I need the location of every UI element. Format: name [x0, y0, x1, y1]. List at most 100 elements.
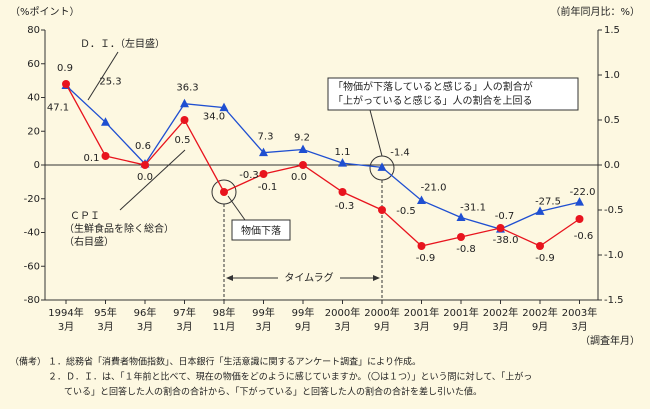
marker: [62, 80, 70, 88]
value-label: 0.5: [175, 135, 191, 146]
value-label: 1.1: [335, 147, 351, 158]
value-label: -21.0: [421, 182, 447, 193]
note: ている」と回答した人の割合の合計から、「下がっている」と回答した人の割合の合計を…: [64, 386, 482, 398]
marker: [219, 102, 229, 112]
marker: [338, 158, 347, 167]
value-label: 34.0: [203, 112, 225, 123]
value-label: -0.8: [456, 244, 476, 255]
marker: [417, 242, 426, 250]
value-label: 0.6: [135, 141, 151, 152]
value-label: 0.0: [137, 172, 153, 183]
leader-line: [119, 149, 186, 211]
marker: [417, 195, 426, 204]
marker: [180, 116, 189, 124]
x-tick-label: 2000年: [364, 306, 399, 319]
note: ２．Ｄ．Ｉ．は、「１年前と比べて、現在の物価をどのように感じていますか。（〇は１…: [48, 371, 532, 383]
x-tick-label: 3月: [58, 321, 74, 333]
y2-tick-label: 1.5: [604, 25, 620, 36]
value-label: -0.1: [258, 182, 278, 193]
y-tick-label: 0: [34, 160, 40, 171]
marker: [259, 170, 268, 178]
x-tick-label: 99年: [292, 306, 315, 319]
value-label: 0.1: [84, 153, 100, 164]
note: （備考）: [10, 356, 46, 368]
annotation: 「物価が下落していると感じる」人の割合が: [333, 80, 533, 93]
x-tick-label: 9月: [295, 321, 311, 333]
annotation: タイムラグ: [284, 271, 333, 284]
x-tick-label: 3月: [492, 321, 508, 333]
y2-tick-label: 1.0: [604, 70, 620, 81]
y-tick-label: -20: [24, 194, 40, 205]
value-label: -0.6: [574, 231, 594, 242]
label-bg: [278, 270, 340, 286]
value-label: -0.9: [535, 253, 555, 264]
value-label: -0.3: [239, 170, 259, 181]
marker: [575, 197, 584, 206]
x-tick-label: 2000年: [325, 306, 360, 319]
x-tick-label: 9月: [374, 321, 390, 333]
x-tick-label: 2002年: [483, 306, 518, 319]
series-line: [65, 83, 580, 247]
x-tick-label: 3月: [255, 321, 271, 333]
value-label: 7.3: [258, 132, 274, 143]
y-tick-label: 60: [27, 59, 40, 70]
marker: [101, 117, 110, 126]
marker: [101, 152, 110, 160]
value-label: -1.4: [390, 147, 410, 158]
series-label: Ｄ．Ｉ．（左目盛）: [80, 37, 165, 50]
series-label: ＣＰＩ: [70, 211, 100, 222]
marker: [575, 215, 584, 223]
annotation: 物価下落: [241, 224, 281, 237]
y-tick-label: -40: [24, 228, 40, 239]
y2-axis-label: （前年同月比：%）: [550, 5, 640, 18]
x-tick-label: 2002年: [522, 306, 557, 319]
annotation-box: [231, 219, 291, 241]
marker: [457, 233, 465, 241]
x-tick-label: 99年: [252, 306, 275, 319]
value-label: -31.1: [460, 202, 486, 213]
x-tick-label: 95年: [94, 306, 117, 319]
value-label: 25.3: [99, 76, 121, 87]
annotation: （生鮮食品を除く総合）: [64, 222, 174, 235]
x-tick-label: 96年: [134, 306, 157, 319]
value-label: 36.3: [176, 83, 198, 94]
y-tick-label: 40: [27, 93, 40, 104]
marker: [377, 162, 387, 171]
value-label: 9.2: [294, 132, 310, 143]
note: １．総務省「消費者物価指数」、日本銀行「生活意識に関するアンケート調査」により作…: [48, 356, 421, 368]
marker: [456, 212, 466, 221]
value-label: 47.1: [47, 103, 69, 114]
x-tick-label: 3月: [97, 321, 113, 333]
x-tick-label: 1994年: [48, 306, 83, 319]
marker: [536, 242, 544, 250]
x-tick-label: 9月: [532, 321, 548, 333]
y2-tick-label: 0.5: [604, 115, 620, 126]
leader-line: [87, 51, 119, 101]
y-tick-label: -60: [24, 261, 40, 272]
series-line: [65, 85, 580, 230]
x-tick-label: 3月: [176, 321, 192, 333]
x-tick-label: 3月: [413, 321, 429, 333]
value-label: 0.0: [291, 172, 307, 183]
x-tick-label: 9月: [453, 321, 469, 333]
y2-tick-label: -0.5: [604, 205, 624, 216]
value-label: -0.3: [335, 201, 355, 212]
y-tick-label: -80: [24, 295, 40, 306]
x-axis-label: （調査年月）: [580, 334, 640, 347]
annotation: （右目盛）: [64, 235, 114, 248]
marker: [496, 224, 505, 232]
marker: [535, 206, 545, 215]
y2-tick-label: -1.0: [604, 250, 624, 261]
x-tick-label: 2003年: [562, 306, 597, 319]
marker: [259, 147, 268, 157]
y2-tick-label: -1.5: [604, 295, 624, 306]
y2-tick-label: 0.0: [604, 160, 620, 171]
value-label: 0.9: [57, 63, 73, 74]
x-tick-label: 3月: [334, 321, 350, 333]
marker: [220, 188, 228, 196]
value-label: -22.0: [570, 187, 596, 198]
leader-line: [369, 109, 383, 157]
marker: [141, 161, 149, 169]
y-axis-label: （%ポイント）: [10, 6, 80, 18]
